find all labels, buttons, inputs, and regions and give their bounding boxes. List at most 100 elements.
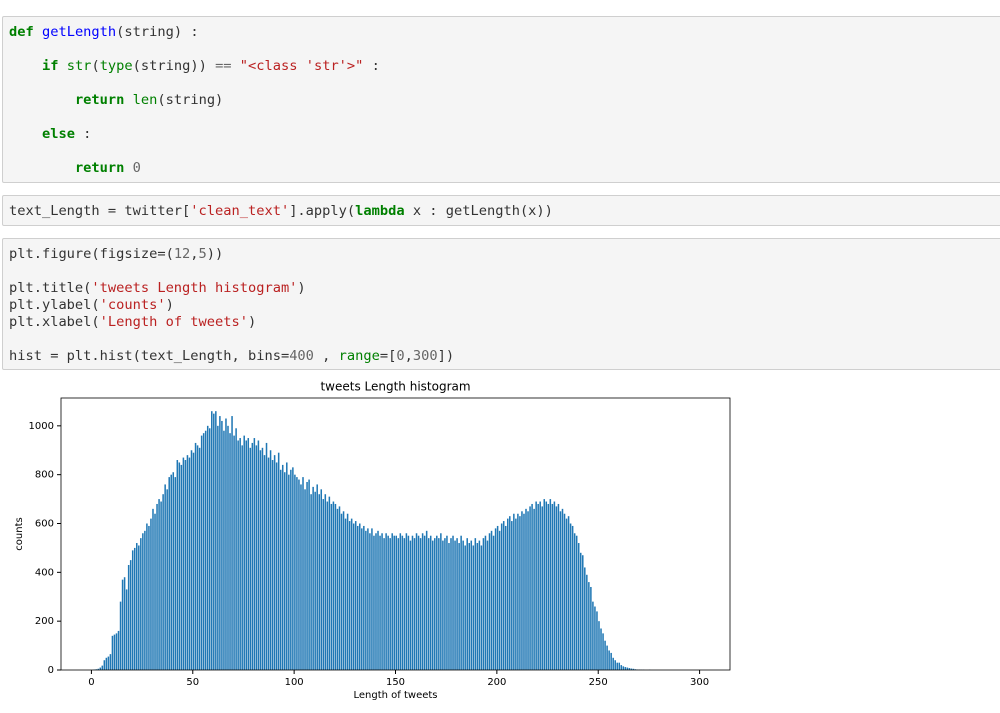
bar bbox=[182, 457, 185, 670]
bar bbox=[334, 503, 337, 670]
bar bbox=[273, 455, 276, 670]
bar bbox=[290, 469, 292, 670]
plot-frame bbox=[60, 397, 731, 671]
code-line: plt.figure(figsize=(12,5)) bbox=[9, 246, 1000, 263]
bar bbox=[148, 525, 150, 670]
x-tick-label: 150 bbox=[386, 677, 405, 688]
bar bbox=[490, 530, 493, 670]
bar bbox=[571, 525, 574, 670]
bar bbox=[401, 535, 404, 670]
bar bbox=[492, 535, 495, 670]
bar bbox=[494, 528, 497, 670]
bar bbox=[186, 455, 189, 670]
bar bbox=[152, 508, 154, 670]
code-line: plt.xlabel('Length of tweets') bbox=[9, 314, 1000, 331]
bar bbox=[288, 474, 290, 670]
bar bbox=[521, 511, 523, 670]
bar bbox=[409, 540, 412, 670]
bar bbox=[383, 538, 385, 670]
code-token: 'Length of tweets' bbox=[99, 314, 248, 330]
bar bbox=[136, 543, 138, 670]
bar bbox=[275, 462, 278, 670]
bar bbox=[565, 518, 568, 670]
bar bbox=[563, 513, 566, 670]
bar bbox=[194, 442, 197, 670]
code-cell[interactable]: text_Length = twitter['clean_text'].appl… bbox=[2, 195, 1000, 226]
bar bbox=[263, 455, 266, 670]
bar bbox=[582, 555, 584, 670]
bar bbox=[206, 425, 209, 670]
bar bbox=[304, 489, 306, 670]
bar bbox=[413, 538, 416, 670]
bar bbox=[348, 521, 351, 670]
bar bbox=[200, 435, 203, 670]
y-tick-label: 400 bbox=[35, 567, 54, 578]
bar bbox=[371, 528, 373, 670]
bar bbox=[614, 660, 616, 670]
bar bbox=[584, 567, 586, 670]
bar bbox=[533, 508, 535, 670]
bar bbox=[434, 538, 436, 670]
bar bbox=[367, 528, 369, 670]
bar bbox=[442, 540, 444, 670]
code-token: 'counts' bbox=[99, 297, 166, 313]
bar bbox=[393, 535, 395, 670]
bar bbox=[318, 494, 320, 670]
code-token: len bbox=[132, 92, 158, 108]
bar bbox=[429, 535, 432, 670]
chart-title: tweets Length histogram bbox=[320, 380, 470, 394]
bar bbox=[354, 521, 357, 670]
code-token: getLength bbox=[41, 24, 117, 40]
code-line: hist = plt.hist(text_Length, bins=400 , … bbox=[9, 348, 1000, 365]
bar bbox=[513, 513, 515, 670]
bar bbox=[529, 506, 531, 670]
bar bbox=[239, 438, 241, 670]
bar bbox=[539, 501, 541, 670]
code-token: "<class 'str'>" bbox=[239, 58, 364, 74]
code-token: def bbox=[9, 24, 34, 40]
bar bbox=[233, 435, 235, 670]
code-line bbox=[9, 331, 1000, 348]
bar bbox=[452, 535, 454, 670]
bar bbox=[251, 442, 254, 670]
bar bbox=[308, 479, 310, 670]
bar bbox=[356, 525, 359, 670]
code-cell[interactable]: def getLength(string) : if str(type(stri… bbox=[2, 16, 1000, 183]
bar bbox=[231, 416, 233, 670]
bar bbox=[427, 538, 430, 670]
bar bbox=[462, 540, 464, 670]
bar bbox=[202, 433, 205, 670]
bar bbox=[496, 525, 499, 670]
bar bbox=[127, 565, 130, 670]
bar bbox=[596, 611, 598, 670]
bar bbox=[389, 538, 391, 670]
code-token: x : getLength(x)) bbox=[404, 203, 553, 219]
bar bbox=[567, 516, 570, 670]
bar bbox=[588, 582, 590, 670]
bar bbox=[330, 503, 333, 670]
bar bbox=[113, 634, 116, 670]
bar bbox=[573, 533, 576, 670]
bar bbox=[531, 503, 533, 670]
bar bbox=[172, 472, 175, 670]
code-token: ) bbox=[297, 280, 306, 296]
code-token bbox=[232, 58, 240, 74]
code-line bbox=[9, 109, 1000, 126]
bar bbox=[111, 635, 114, 670]
code-token: else bbox=[41, 126, 75, 142]
bar bbox=[373, 535, 375, 670]
bar bbox=[160, 501, 162, 670]
bar bbox=[166, 489, 168, 670]
code-cell[interactable]: plt.figure(figsize=(12,5)) plt.title('twe… bbox=[2, 238, 1000, 370]
bar bbox=[281, 464, 284, 670]
bar bbox=[379, 535, 381, 670]
bar bbox=[332, 501, 335, 670]
code-line bbox=[9, 263, 1000, 280]
bar bbox=[519, 516, 521, 670]
bar bbox=[549, 499, 552, 670]
bar bbox=[547, 503, 550, 670]
bar bbox=[632, 668, 635, 670]
code-token: plt.ylabel( bbox=[9, 297, 100, 313]
code-token bbox=[58, 58, 66, 74]
code-token: : bbox=[74, 126, 92, 142]
